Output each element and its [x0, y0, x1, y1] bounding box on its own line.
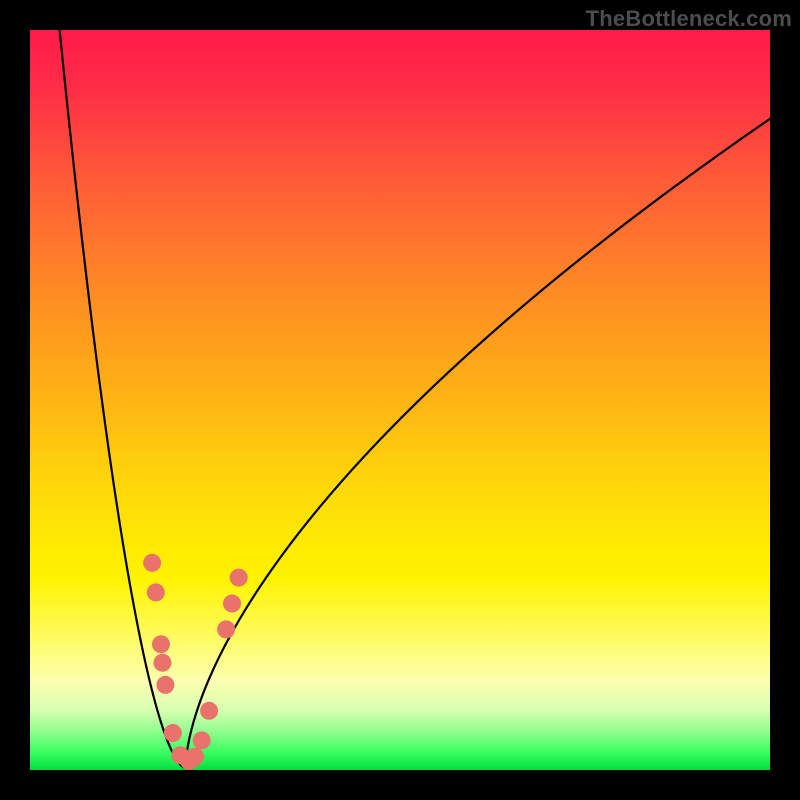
- data-point: [193, 731, 211, 749]
- data-point: [223, 595, 241, 613]
- data-point: [186, 748, 204, 766]
- gradient-background: [30, 30, 770, 770]
- data-point: [217, 620, 235, 638]
- data-point: [164, 724, 182, 742]
- data-point: [143, 554, 161, 572]
- data-point: [147, 583, 165, 601]
- plot-svg: [30, 30, 770, 770]
- data-point: [200, 702, 218, 720]
- stage: TheBottleneck.com: [0, 0, 800, 800]
- data-point: [230, 569, 248, 587]
- data-point: [156, 676, 174, 694]
- data-point: [152, 635, 170, 653]
- data-point: [153, 654, 171, 672]
- plot-area: [30, 30, 770, 770]
- watermark-text: TheBottleneck.com: [586, 6, 792, 32]
